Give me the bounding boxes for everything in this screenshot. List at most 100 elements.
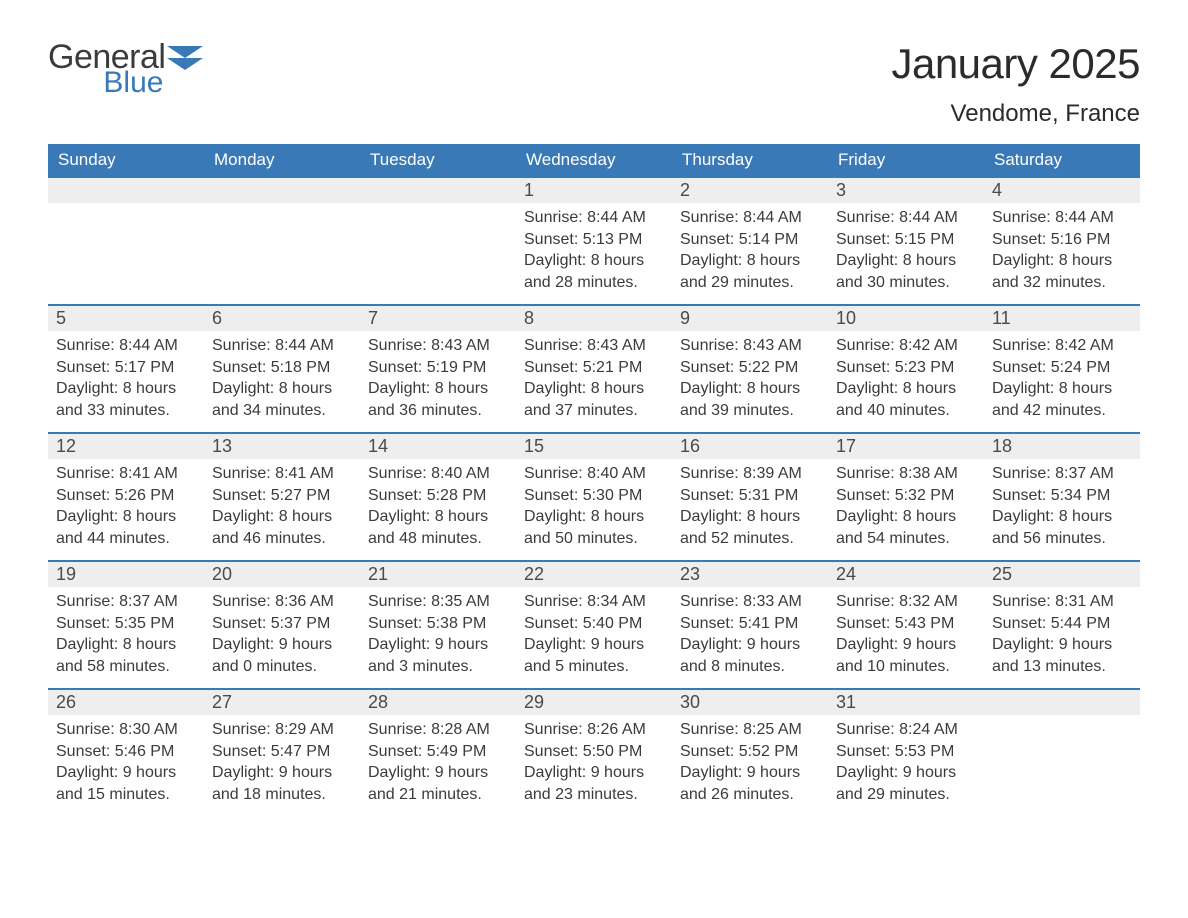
weekday-header: Friday [828, 144, 984, 176]
day-details: Sunrise: 8:42 AMSunset: 5:24 PMDaylight:… [984, 331, 1140, 431]
day-details: Sunrise: 8:41 AMSunset: 5:27 PMDaylight:… [204, 459, 360, 559]
daylight-line-2: and 32 minutes. [992, 272, 1132, 294]
daylight-line-1: Daylight: 8 hours [836, 250, 976, 272]
daylight-line-1: Daylight: 8 hours [836, 506, 976, 528]
month-title: January 2025 [891, 40, 1140, 88]
daylight-line-2: and 8 minutes. [680, 656, 820, 678]
day-number [360, 176, 516, 203]
sunset-line: Sunset: 5:41 PM [680, 613, 820, 635]
sunrise-line: Sunrise: 8:30 AM [56, 719, 196, 741]
sunrise-line: Sunrise: 8:32 AM [836, 591, 976, 613]
daylight-line-2: and 37 minutes. [524, 400, 664, 422]
daylight-line-2: and 26 minutes. [680, 784, 820, 806]
calendar-day-cell: 27Sunrise: 8:29 AMSunset: 5:47 PMDayligh… [204, 688, 360, 816]
sunrise-line: Sunrise: 8:25 AM [680, 719, 820, 741]
daylight-line-2: and 44 minutes. [56, 528, 196, 550]
daylight-line-2: and 48 minutes. [368, 528, 508, 550]
day-number: 4 [984, 176, 1140, 203]
day-number: 12 [48, 432, 204, 459]
day-number: 18 [984, 432, 1140, 459]
daylight-line-1: Daylight: 8 hours [680, 378, 820, 400]
daylight-line-2: and 34 minutes. [212, 400, 352, 422]
page-header: General Blue January 2025 Vendome, Franc… [48, 40, 1140, 128]
daylight-line-1: Daylight: 9 hours [836, 634, 976, 656]
sunset-line: Sunset: 5:22 PM [680, 357, 820, 379]
daylight-line-2: and 29 minutes. [836, 784, 976, 806]
daylight-line-2: and 23 minutes. [524, 784, 664, 806]
calendar-day-cell: 1Sunrise: 8:44 AMSunset: 5:13 PMDaylight… [516, 176, 672, 304]
day-number: 25 [984, 560, 1140, 587]
sunset-line: Sunset: 5:23 PM [836, 357, 976, 379]
weekday-header: Sunday [48, 144, 204, 176]
day-number: 22 [516, 560, 672, 587]
daylight-line-2: and 50 minutes. [524, 528, 664, 550]
sunset-line: Sunset: 5:52 PM [680, 741, 820, 763]
calendar-day-cell: 15Sunrise: 8:40 AMSunset: 5:30 PMDayligh… [516, 432, 672, 560]
day-details: Sunrise: 8:37 AMSunset: 5:35 PMDaylight:… [48, 587, 204, 687]
sunrise-line: Sunrise: 8:44 AM [524, 207, 664, 229]
calendar-day-cell: 24Sunrise: 8:32 AMSunset: 5:43 PMDayligh… [828, 560, 984, 688]
day-number: 5 [48, 304, 204, 331]
daylight-line-2: and 36 minutes. [368, 400, 508, 422]
day-number: 1 [516, 176, 672, 203]
calendar-week-row: 26Sunrise: 8:30 AMSunset: 5:46 PMDayligh… [48, 688, 1140, 816]
sunrise-line: Sunrise: 8:44 AM [212, 335, 352, 357]
weekday-header: Tuesday [360, 144, 516, 176]
sunrise-line: Sunrise: 8:26 AM [524, 719, 664, 741]
sunrise-line: Sunrise: 8:43 AM [524, 335, 664, 357]
calendar-day-cell: 8Sunrise: 8:43 AMSunset: 5:21 PMDaylight… [516, 304, 672, 432]
sunset-line: Sunset: 5:13 PM [524, 229, 664, 251]
day-number [204, 176, 360, 203]
daylight-line-1: Daylight: 8 hours [56, 378, 196, 400]
calendar-day-cell: 29Sunrise: 8:26 AMSunset: 5:50 PMDayligh… [516, 688, 672, 816]
daylight-line-2: and 30 minutes. [836, 272, 976, 294]
day-details: Sunrise: 8:39 AMSunset: 5:31 PMDaylight:… [672, 459, 828, 559]
sunrise-line: Sunrise: 8:29 AM [212, 719, 352, 741]
sunrise-line: Sunrise: 8:39 AM [680, 463, 820, 485]
calendar-day-cell: 12Sunrise: 8:41 AMSunset: 5:26 PMDayligh… [48, 432, 204, 560]
sunset-line: Sunset: 5:34 PM [992, 485, 1132, 507]
daylight-line-1: Daylight: 8 hours [836, 378, 976, 400]
day-details: Sunrise: 8:35 AMSunset: 5:38 PMDaylight:… [360, 587, 516, 687]
daylight-line-1: Daylight: 9 hours [212, 762, 352, 784]
sunset-line: Sunset: 5:16 PM [992, 229, 1132, 251]
calendar-day-cell: 5Sunrise: 8:44 AMSunset: 5:17 PMDaylight… [48, 304, 204, 432]
sunrise-line: Sunrise: 8:31 AM [992, 591, 1132, 613]
calendar-day-cell: 31Sunrise: 8:24 AMSunset: 5:53 PMDayligh… [828, 688, 984, 816]
day-number: 20 [204, 560, 360, 587]
sunrise-line: Sunrise: 8:44 AM [992, 207, 1132, 229]
daylight-line-1: Daylight: 8 hours [992, 506, 1132, 528]
day-number: 8 [516, 304, 672, 331]
day-details: Sunrise: 8:28 AMSunset: 5:49 PMDaylight:… [360, 715, 516, 815]
day-number: 16 [672, 432, 828, 459]
calendar-day-cell: 13Sunrise: 8:41 AMSunset: 5:27 PMDayligh… [204, 432, 360, 560]
calendar-day-cell: 22Sunrise: 8:34 AMSunset: 5:40 PMDayligh… [516, 560, 672, 688]
sunrise-line: Sunrise: 8:33 AM [680, 591, 820, 613]
daylight-line-1: Daylight: 9 hours [368, 634, 508, 656]
daylight-line-2: and 0 minutes. [212, 656, 352, 678]
daylight-line-2: and 10 minutes. [836, 656, 976, 678]
day-number [48, 176, 204, 203]
daylight-line-2: and 46 minutes. [212, 528, 352, 550]
daylight-line-1: Daylight: 8 hours [368, 506, 508, 528]
daylight-line-2: and 42 minutes. [992, 400, 1132, 422]
day-number [984, 688, 1140, 715]
sunset-line: Sunset: 5:19 PM [368, 357, 508, 379]
sunrise-line: Sunrise: 8:42 AM [992, 335, 1132, 357]
sunrise-line: Sunrise: 8:43 AM [368, 335, 508, 357]
daylight-line-1: Daylight: 8 hours [680, 506, 820, 528]
day-number: 3 [828, 176, 984, 203]
calendar-day-cell: 4Sunrise: 8:44 AMSunset: 5:16 PMDaylight… [984, 176, 1140, 304]
day-number: 21 [360, 560, 516, 587]
day-details: Sunrise: 8:44 AMSunset: 5:15 PMDaylight:… [828, 203, 984, 303]
day-number: 30 [672, 688, 828, 715]
day-details: Sunrise: 8:42 AMSunset: 5:23 PMDaylight:… [828, 331, 984, 431]
calendar-day-cell: 17Sunrise: 8:38 AMSunset: 5:32 PMDayligh… [828, 432, 984, 560]
daylight-line-1: Daylight: 8 hours [524, 378, 664, 400]
sunset-line: Sunset: 5:47 PM [212, 741, 352, 763]
calendar-day-cell [48, 176, 204, 304]
flag-icon [167, 46, 203, 70]
sunset-line: Sunset: 5:17 PM [56, 357, 196, 379]
title-block: January 2025 Vendome, France [891, 40, 1140, 128]
daylight-line-2: and 3 minutes. [368, 656, 508, 678]
